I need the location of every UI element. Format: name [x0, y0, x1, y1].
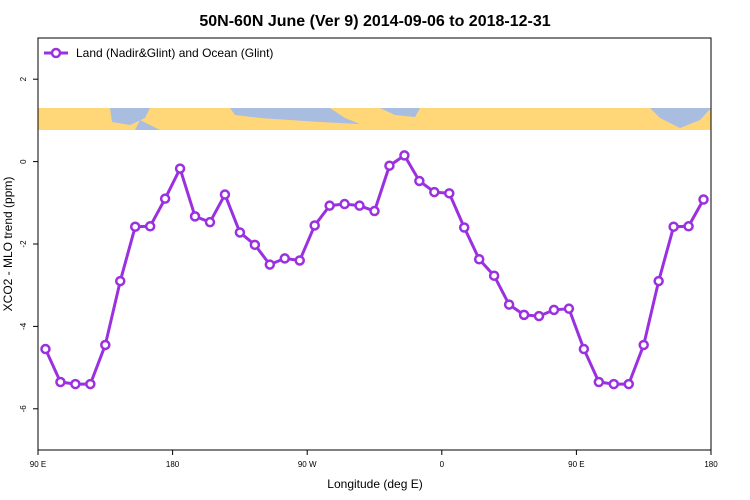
map-ocean: [110, 108, 711, 130]
point: [159, 193, 171, 204]
point: [279, 253, 291, 264]
point: [458, 222, 470, 233]
plot-frame: [37, 37, 712, 451]
x-tick-label: 0: [440, 460, 445, 469]
x-axis-label: Longitude (deg E): [327, 477, 422, 491]
point: [473, 253, 485, 265]
y-tick-label: 0: [19, 159, 28, 164]
y-tick-label: -2: [19, 240, 28, 248]
point: [683, 221, 694, 232]
point: [414, 175, 425, 187]
series-line: [44, 153, 705, 386]
point: [623, 378, 634, 390]
point: [354, 200, 365, 211]
point: [429, 186, 440, 198]
point: [144, 221, 156, 232]
x-tick-label: 180: [704, 460, 718, 469]
point: [249, 239, 261, 251]
y-tick-label: -4: [19, 322, 28, 330]
point: [503, 299, 515, 310]
point: [563, 303, 575, 314]
point: [70, 378, 81, 390]
point: [548, 304, 560, 316]
x-tick-label: 90 E: [568, 460, 584, 469]
point: [264, 259, 276, 270]
point: [384, 160, 395, 171]
x-tick-label: 90 E: [30, 460, 46, 469]
point: [309, 220, 320, 231]
point: [444, 188, 455, 199]
point: [593, 376, 605, 388]
point: [533, 310, 545, 322]
point: [578, 343, 590, 355]
point: [55, 376, 66, 388]
point: [40, 343, 51, 355]
point: [608, 378, 620, 390]
point: [369, 205, 380, 217]
point: [518, 309, 530, 321]
point: [234, 227, 246, 238]
point: [115, 275, 126, 287]
point: [85, 378, 96, 390]
point: [698, 194, 709, 205]
point: [653, 275, 664, 287]
y-tick-label: 2: [19, 76, 28, 81]
map-band: [38, 108, 711, 130]
point: [174, 163, 186, 174]
point: [324, 200, 335, 211]
point: [100, 339, 111, 351]
legend-label: Land (Nadir&Glint) and Ocean (Glint): [76, 46, 273, 60]
point: [638, 339, 649, 351]
point: [488, 270, 500, 281]
point: [204, 216, 216, 228]
point: [339, 198, 350, 210]
y-tick-label: -6: [19, 405, 28, 413]
point: [399, 150, 410, 161]
point: [294, 255, 305, 266]
point: [219, 189, 231, 200]
chart-title: 50N-60N June (Ver 9) 2014-09-06 to 2018-…: [199, 13, 550, 30]
x-tick-label: 90 W: [298, 460, 317, 469]
y-axis-label: XCO2 - MLO trend (ppm): [1, 177, 15, 312]
x-tick-label: 180: [166, 460, 180, 469]
legend-marker: [50, 47, 62, 59]
point: [668, 221, 679, 232]
point: [189, 211, 201, 222]
point: [129, 221, 141, 232]
